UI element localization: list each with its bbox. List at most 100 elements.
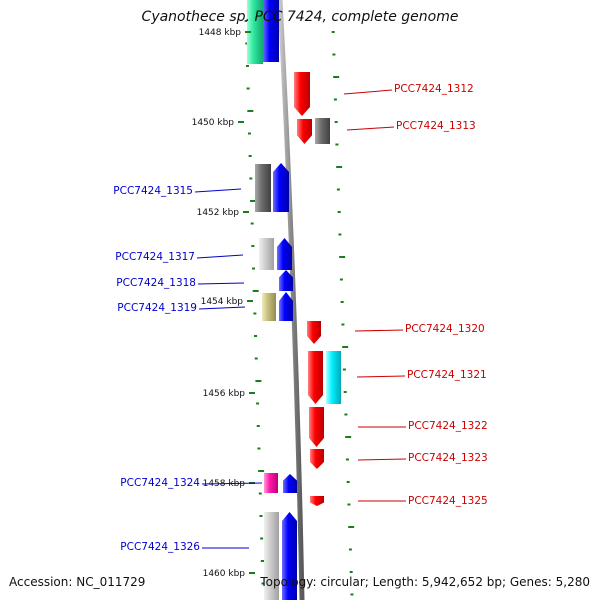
gene-feature[interactable] — [310, 449, 324, 469]
gene-label-leader — [194, 188, 242, 193]
tick-mark — [247, 110, 254, 112]
tick-mark — [261, 582, 265, 585]
tick-mark — [337, 211, 341, 213]
genome-backbone — [277, 0, 305, 603]
scale-label: 1452 kbp — [197, 208, 240, 218]
gene-feature[interactable] — [294, 72, 310, 116]
tick-mark — [249, 572, 255, 574]
gene-feature[interactable] — [263, 0, 279, 62]
tick-mark — [334, 121, 338, 123]
tick-mark — [245, 31, 251, 33]
tick-mark — [342, 346, 349, 348]
gene-label-leader — [346, 126, 395, 131]
gene-label[interactable]: PCC7424_1326 — [120, 541, 200, 553]
gene-feature[interactable] — [264, 512, 279, 600]
tick-mark — [336, 188, 340, 191]
gene-features — [247, 0, 341, 600]
gene-label[interactable]: PCC7424_1321 — [407, 369, 487, 381]
tick-mark — [245, 65, 249, 67]
scale-label: 1456 kbp — [203, 389, 246, 399]
gene-feature[interactable] — [255, 164, 271, 212]
gene-label-leader — [356, 375, 406, 378]
gene-feature[interactable] — [259, 238, 274, 270]
tick-mark — [258, 470, 265, 472]
gene-feature[interactable] — [283, 474, 297, 493]
tick-mark — [344, 413, 348, 416]
gene-feature[interactable] — [310, 496, 324, 506]
scale-label: 1448 kbp — [199, 28, 242, 38]
tick-mark — [346, 481, 350, 483]
tick-mark — [256, 402, 260, 405]
accession-text: Accession: NC_011729 — [9, 575, 146, 589]
gene-label[interactable]: PCC7424_1317 — [115, 251, 195, 263]
gene-feature[interactable] — [279, 270, 293, 291]
tick-mark — [245, 42, 249, 45]
tick-mark — [248, 155, 252, 157]
tick-mark — [247, 132, 251, 135]
tick-mark — [348, 526, 355, 528]
gene-label[interactable]: PCC7424_1324 — [120, 477, 200, 489]
tick-mark — [339, 256, 346, 258]
gene-feature[interactable] — [297, 119, 312, 144]
gene-label-leader — [197, 282, 245, 285]
gene-label[interactable]: PCC7424_1323 — [408, 452, 488, 464]
gene-feature[interactable] — [326, 351, 341, 404]
tick-mark — [253, 312, 257, 315]
tick-mark — [254, 335, 258, 337]
gene-label[interactable]: PCC7424_1322 — [408, 420, 488, 432]
tick-mark — [335, 143, 339, 146]
tick-mark — [333, 98, 337, 101]
scale-label: 1460 kbp — [203, 569, 246, 579]
tick-mark — [243, 211, 249, 213]
gene-label[interactable]: PCC7424_1318 — [116, 277, 196, 289]
gene-label[interactable]: PCC7424_1312 — [394, 83, 474, 95]
tick-mark — [258, 492, 262, 495]
gene-label[interactable]: PCC7424_1315 — [113, 185, 193, 197]
tick-mark — [343, 391, 347, 393]
tick-mark — [246, 87, 250, 90]
tick-mark — [247, 300, 253, 302]
scale-label: 1450 kbp — [192, 118, 235, 128]
gene-label[interactable]: PCC7424_1320 — [405, 323, 485, 335]
tick-mark — [339, 278, 343, 281]
gene-label-leader — [198, 306, 246, 310]
genome-title: Cyanothece sp. PCC 7424, complete genome — [141, 9, 459, 25]
tick-mark — [252, 267, 256, 270]
tick-mark — [260, 560, 267, 562]
gene-label-leader — [196, 254, 244, 259]
tick-mark — [259, 515, 263, 517]
tick-mark — [350, 593, 354, 596]
gene-label-leader — [354, 329, 404, 332]
tick-mark — [249, 392, 255, 394]
gene-label[interactable]: PCC7424_1325 — [408, 495, 488, 507]
gene-feature[interactable] — [247, 0, 263, 64]
tick-mark — [348, 548, 352, 551]
gene-feature[interactable] — [309, 407, 324, 447]
tick-mark — [252, 290, 259, 292]
tick-mark — [254, 357, 258, 360]
tick-mark — [249, 177, 253, 180]
gene-feature[interactable] — [262, 293, 276, 321]
gene-feature[interactable] — [282, 512, 297, 600]
gene-feature[interactable] — [308, 351, 323, 404]
scale-label: 1454 kbp — [201, 297, 244, 307]
tick-mark — [331, 31, 335, 33]
tick-mark — [342, 368, 346, 371]
gene-feature[interactable] — [277, 238, 292, 270]
scale-labels: 1448 kbp 1450 kbp 1452 kbp 1454 kbp 1456 kbp… — [192, 28, 255, 579]
gene-feature[interactable] — [264, 473, 278, 493]
gene-feature[interactable] — [307, 321, 321, 344]
gene-label-leader — [343, 89, 393, 95]
tick-mark — [340, 301, 344, 303]
tick-mark — [256, 425, 260, 427]
tick-mark — [260, 537, 264, 540]
gene-feature[interactable] — [273, 163, 289, 212]
gene-label[interactable]: PCC7424_1319 — [117, 302, 197, 314]
gene-feature[interactable] — [315, 118, 330, 144]
gene-label[interactable]: PCC7424_1313 — [396, 120, 476, 132]
tick-mark — [341, 323, 345, 326]
gene-label-leader — [357, 458, 407, 461]
gene-feature[interactable] — [279, 292, 293, 321]
